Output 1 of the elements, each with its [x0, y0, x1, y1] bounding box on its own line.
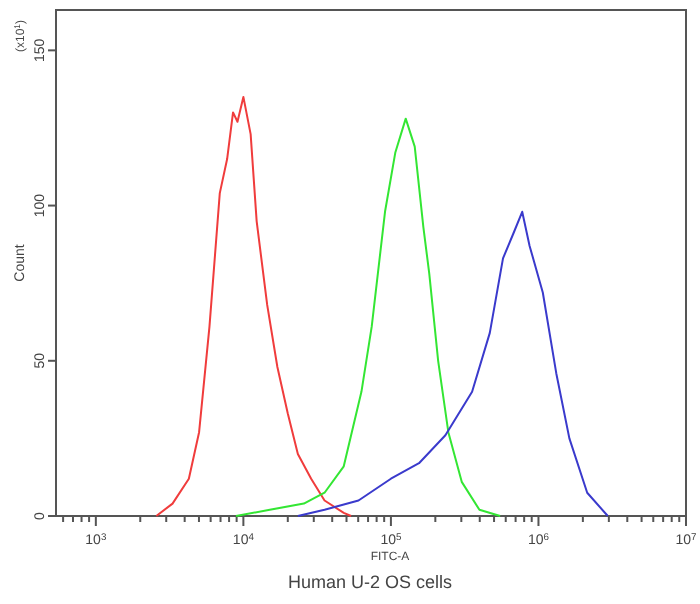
text: Human U-2 OS cells — [287, 572, 454, 592]
